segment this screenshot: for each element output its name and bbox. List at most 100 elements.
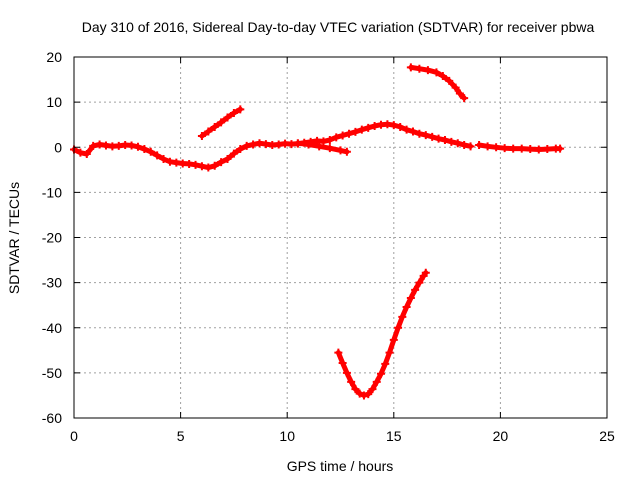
data-point: [492, 143, 501, 152]
data-point: [223, 113, 232, 122]
data-point: [415, 278, 424, 287]
data-point: [370, 122, 379, 131]
data-point: [460, 140, 469, 149]
data-point: [460, 94, 469, 103]
y-tick-label: -10: [42, 184, 62, 200]
data-point: [534, 145, 543, 154]
series-upper-track: [406, 63, 469, 103]
series-v-curve: [334, 268, 430, 400]
data-point: [249, 140, 258, 149]
data-point: [359, 391, 368, 400]
data-point: [342, 147, 351, 156]
data-point: [242, 141, 251, 150]
data-point: [204, 127, 213, 136]
y-tick-label: -60: [42, 410, 62, 426]
data-point: [556, 144, 565, 153]
data-point: [364, 123, 373, 132]
data-point: [197, 131, 206, 140]
data-point: [338, 358, 347, 367]
data-point: [526, 145, 535, 154]
data-point: [304, 140, 313, 149]
data-point: [402, 125, 411, 134]
data-point: [133, 142, 142, 151]
x-tick-label: 0: [70, 428, 78, 444]
data-point: [315, 142, 324, 151]
y-tick-label: 0: [54, 139, 62, 155]
x-axis-label: GPS time / hours: [287, 458, 394, 474]
data-point: [500, 144, 509, 153]
data-point: [406, 293, 415, 302]
data-point: [415, 64, 424, 73]
y-tick-label: 20: [46, 49, 62, 65]
series-dip-spur: [293, 139, 351, 156]
data-point: [357, 125, 366, 134]
y-tick-label: -50: [42, 365, 62, 381]
data-point: [466, 142, 475, 151]
data-point: [438, 71, 447, 80]
data-point: [236, 105, 245, 114]
data-point: [451, 83, 460, 92]
data-point: [229, 149, 238, 158]
data-point: [217, 158, 226, 167]
data-point: [364, 390, 373, 399]
ticks: 0 5 10 15 20 25 -60 -50 -40 -30 -20 -10 0 10 20: [42, 49, 615, 444]
data-point: [236, 145, 245, 154]
data-point: [89, 141, 98, 150]
data-point: [453, 139, 462, 148]
data-point: [394, 323, 403, 332]
data-point: [381, 359, 390, 368]
data-point: [428, 132, 437, 141]
data-point: [509, 144, 518, 153]
data-point: [210, 161, 219, 170]
data-point: [406, 63, 415, 72]
data-point: [325, 136, 334, 145]
x-tick-label: 10: [279, 428, 295, 444]
data-point: [445, 76, 454, 85]
data-point: [76, 148, 85, 157]
series-late-track: [475, 140, 565, 154]
data-point: [440, 136, 449, 145]
data-point: [146, 147, 155, 156]
data-point: [351, 385, 360, 394]
data-point: [475, 140, 484, 149]
data-point: [396, 122, 405, 131]
data-point: [434, 134, 443, 143]
data-point: [415, 129, 424, 138]
data-point: [197, 162, 206, 171]
data-point: [229, 108, 238, 117]
data-point: [159, 154, 168, 163]
data-point: [402, 302, 411, 311]
data-layer: [70, 63, 565, 400]
y-axis-label: SDTVAR / TECUs: [6, 182, 22, 294]
x-tick-label: 20: [493, 428, 509, 444]
data-point: [408, 127, 417, 136]
data-point: [351, 127, 360, 136]
x-tick-label: 15: [386, 428, 402, 444]
data-point: [334, 348, 343, 357]
y-tick-label: -30: [42, 275, 62, 291]
series-main-track: [70, 120, 475, 172]
data-point: [389, 335, 398, 344]
data-point: [332, 133, 341, 142]
data-point: [191, 160, 200, 169]
data-point: [347, 377, 356, 386]
data-point: [204, 163, 213, 172]
data-point: [293, 139, 302, 148]
data-point: [82, 150, 91, 159]
data-point: [423, 66, 432, 75]
data-point: [223, 154, 232, 163]
data-point: [336, 146, 345, 155]
data-point: [455, 89, 464, 98]
series-trace: [335, 270, 429, 398]
data-point: [319, 137, 328, 146]
data-point: [338, 131, 347, 140]
data-point: [421, 131, 430, 140]
data-point: [483, 142, 492, 151]
data-point: [355, 389, 364, 398]
x-tick-label: 5: [177, 428, 185, 444]
y-tick-label: -20: [42, 230, 62, 246]
data-point: [210, 122, 219, 131]
series-rising-track: [197, 105, 245, 140]
